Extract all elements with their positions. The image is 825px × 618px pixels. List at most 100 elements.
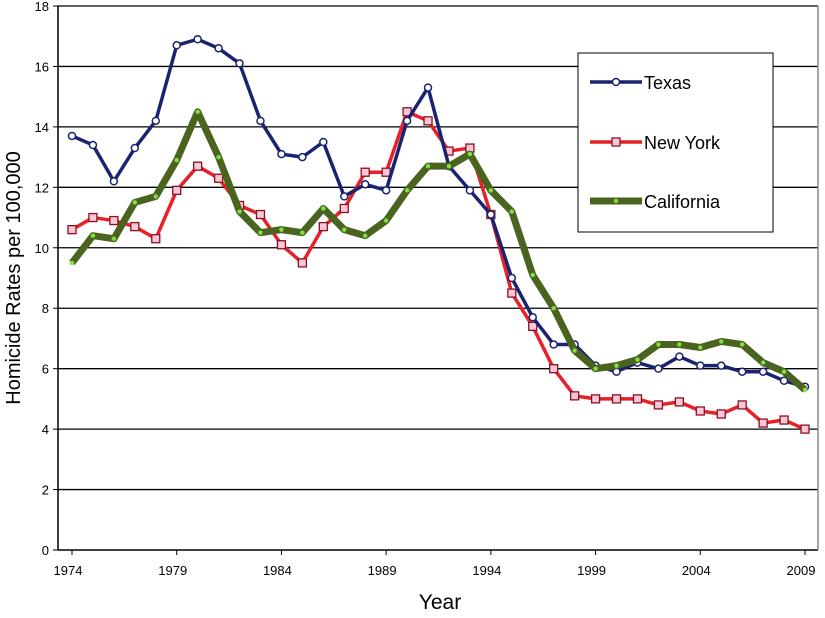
data-point [549, 364, 559, 374]
data-point [279, 227, 284, 232]
data-point [779, 415, 789, 425]
legend-label: New York [644, 133, 721, 153]
data-point [90, 233, 96, 238]
data-point [297, 258, 308, 268]
data-point [151, 116, 161, 126]
data-point [737, 400, 747, 410]
data-point [425, 163, 431, 169]
legend-entry: New York [590, 133, 721, 153]
legend-entry: Texas [590, 73, 691, 93]
series-lines [67, 34, 810, 434]
data-point [172, 185, 182, 196]
data-point [613, 198, 619, 204]
y-axis-label: Homicide Rates per 100,000 [3, 151, 25, 404]
data-point [256, 116, 265, 126]
data-point [779, 376, 789, 386]
x-tick-label: 1999 [577, 563, 606, 578]
data-point [277, 149, 286, 159]
data-point [611, 77, 621, 87]
data-point [423, 83, 433, 92]
data-point [423, 116, 433, 126]
y-tick-label: 14 [35, 120, 49, 135]
data-point [321, 206, 326, 211]
data-point [611, 137, 621, 147]
data-point [758, 418, 768, 428]
data-point [130, 221, 140, 232]
data-point [340, 192, 349, 201]
data-point [635, 357, 640, 362]
data-point [298, 152, 307, 162]
data-point [216, 154, 221, 160]
data-point [719, 339, 724, 344]
data-point [255, 209, 266, 220]
data-point [276, 240, 287, 250]
data-point [590, 394, 601, 404]
y-tick-label: 10 [35, 241, 49, 256]
data-point [507, 288, 517, 298]
data-point [486, 210, 496, 219]
data-point [716, 361, 726, 370]
series-new-york [67, 107, 810, 434]
data-point [632, 394, 643, 404]
data-point [363, 233, 368, 238]
x-tick-label: 1994 [472, 563, 501, 578]
data-point [739, 342, 745, 347]
data-point [319, 137, 328, 147]
data-point [653, 400, 664, 410]
data-point [69, 260, 75, 266]
legend-label: Texas [644, 73, 691, 93]
y-tick-label: 18 [35, 0, 49, 14]
data-point [193, 34, 202, 44]
x-axis-label: Year [419, 591, 461, 613]
data-point [674, 397, 684, 407]
data-point [675, 352, 684, 361]
data-point [381, 186, 391, 195]
data-point [528, 313, 537, 322]
data-point [300, 230, 305, 235]
data-point [88, 140, 98, 150]
data-point [656, 342, 661, 347]
data-point [342, 227, 347, 232]
data-point [237, 209, 242, 214]
data-point [654, 364, 663, 373]
data-point [172, 41, 181, 50]
data-point [758, 367, 768, 376]
data-point [446, 163, 452, 169]
data-point [698, 345, 703, 350]
data-point [549, 340, 558, 349]
data-point [109, 177, 119, 186]
data-point [528, 321, 538, 332]
data-point [151, 234, 161, 244]
data-point [696, 361, 705, 370]
y-tick-label: 16 [35, 59, 49, 74]
series-california [69, 108, 808, 393]
data-point [360, 180, 370, 189]
data-point [800, 424, 810, 434]
data-point [760, 360, 766, 365]
data-point [593, 366, 598, 371]
x-tick-label: 2009 [787, 563, 816, 578]
data-point [572, 348, 577, 353]
y-tick-labels: 0 2 4 6 8 10 12 14 16 18 [35, 0, 49, 558]
legend: Texas New York California [577, 52, 774, 233]
data-point [318, 221, 328, 232]
data-point [174, 157, 179, 163]
data-point [781, 369, 787, 374]
y-tick-label: 4 [42, 422, 49, 437]
x-tick-labels: 1974 1979 1984 1989 1994 1999 2004 2009 [54, 563, 816, 578]
y-tick-label: 12 [35, 180, 49, 195]
data-point [67, 131, 77, 141]
data-point [67, 224, 77, 235]
legend-entry: California [590, 192, 721, 212]
x-tick-label: 1979 [158, 563, 187, 578]
data-point [488, 188, 494, 193]
x-tick-label: 1974 [54, 563, 83, 578]
series-line [69, 108, 808, 393]
y-tick-label: 0 [42, 543, 49, 558]
y-tick-label: 2 [42, 483, 49, 498]
data-point [737, 367, 747, 376]
legend-label: California [644, 192, 721, 212]
data-point [614, 363, 619, 368]
data-point [339, 203, 349, 214]
